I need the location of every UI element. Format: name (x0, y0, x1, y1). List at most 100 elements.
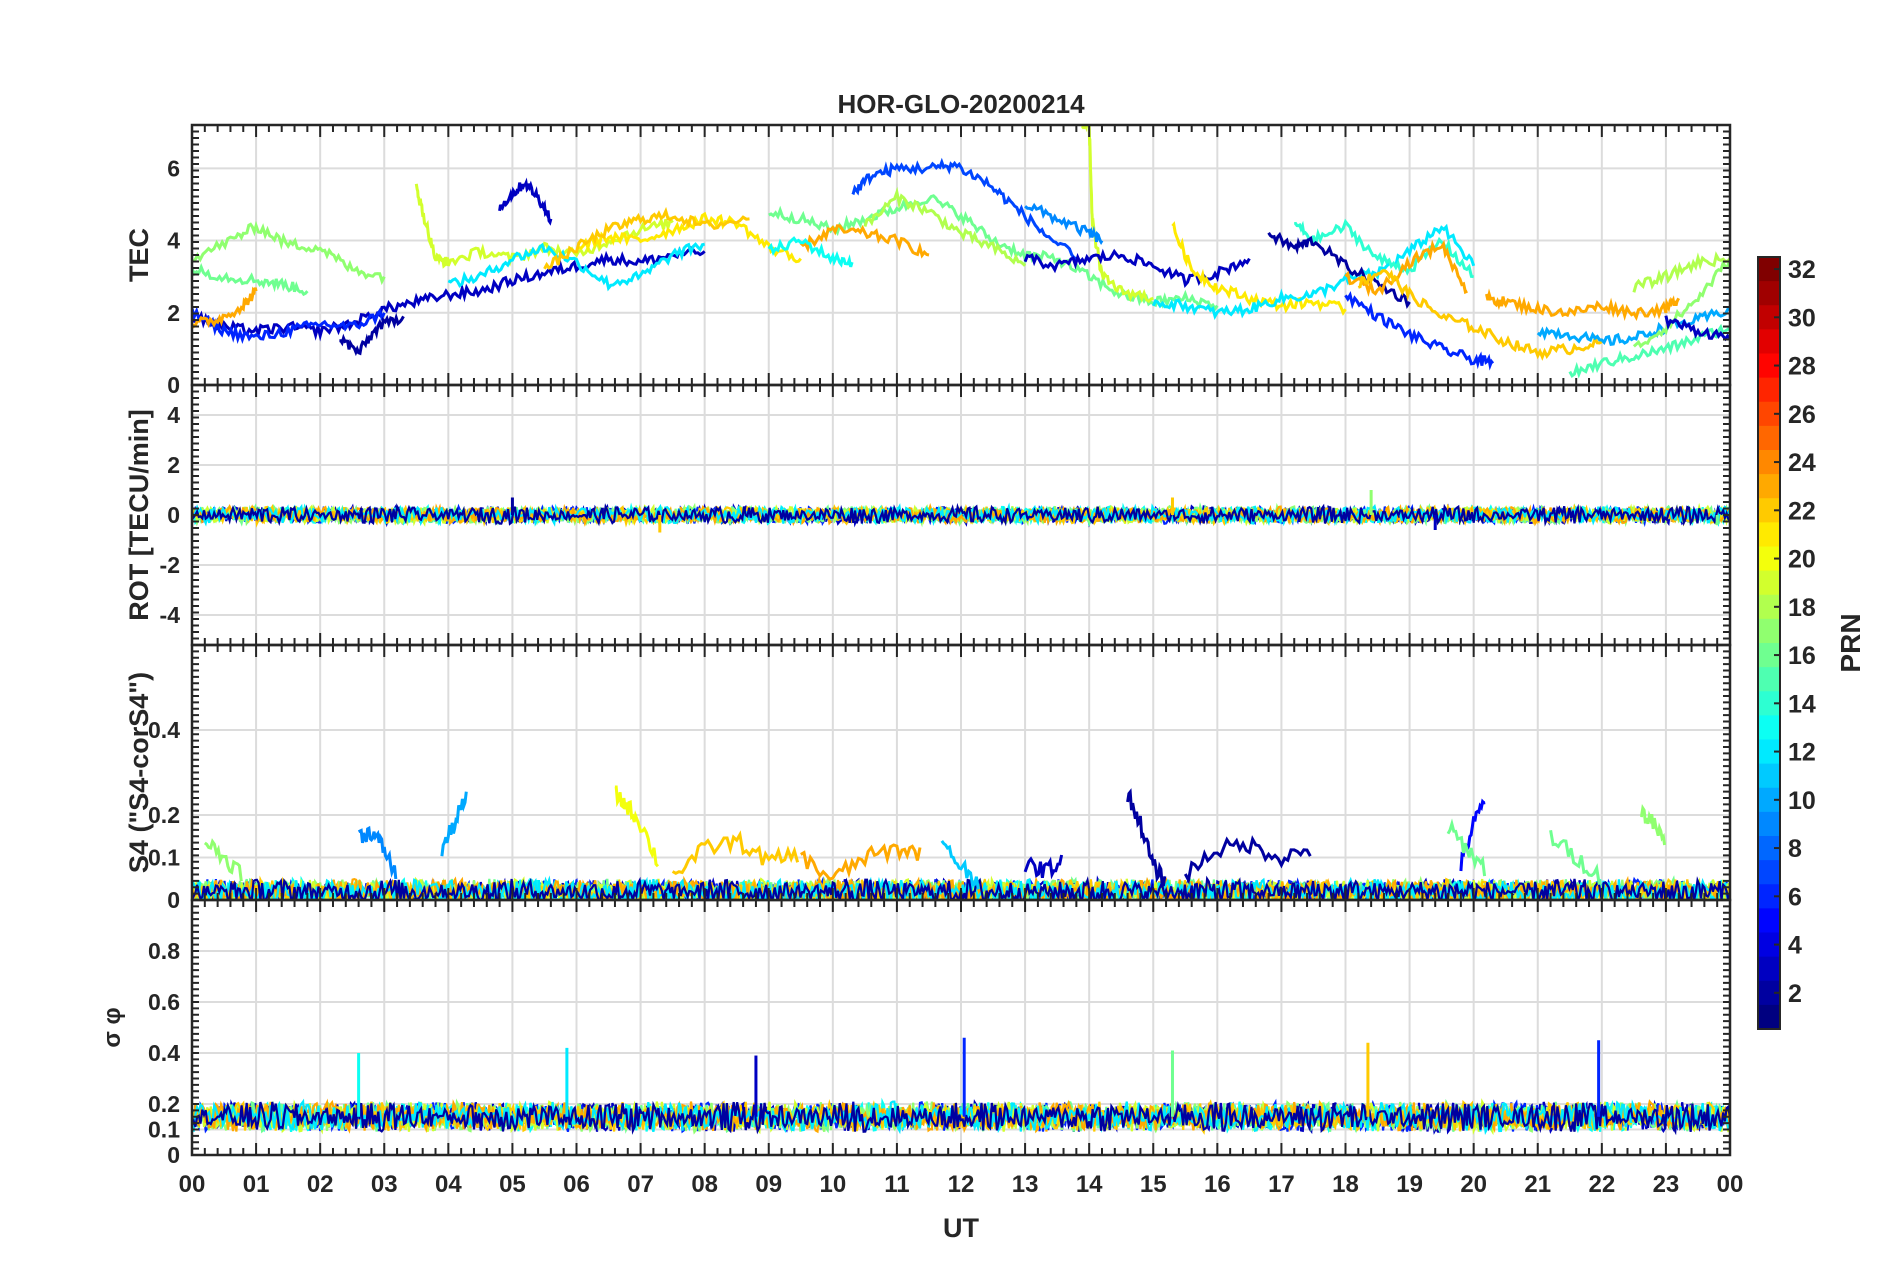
tec-series-prn-21 (1171, 221, 1347, 316)
tec-series-prn-14 (1293, 218, 1474, 279)
colorbar-segment (1758, 377, 1780, 403)
x-tick-label: 23 (1653, 1171, 1680, 1198)
colorbar-tick-label: 28 (1788, 353, 1816, 381)
tec-series-prn-3 (498, 177, 553, 226)
colorbar-tick-label: 12 (1788, 739, 1816, 767)
y-tick-label: 4 (167, 402, 180, 428)
tec-series-prn-17 (192, 220, 386, 286)
y-tick-label: 0.1 (148, 845, 180, 871)
colorbar-tick-label: 20 (1788, 546, 1816, 574)
x-tick-label: 18 (1332, 1171, 1359, 1198)
tec-series-prn-19 (1081, 125, 1154, 304)
y-axis-label: ROT [TECU/min] (124, 409, 154, 620)
colorbar-tick-label: 32 (1788, 256, 1816, 284)
x-tick-label: 20 (1460, 1171, 1487, 1198)
x-tick-label: 17 (1268, 1171, 1295, 1198)
colorbar-segment (1758, 715, 1780, 740)
colorbar-segment (1758, 257, 1780, 282)
colorbar-segment (1758, 546, 1780, 572)
y-tick-label: 0.6 (148, 989, 180, 1015)
colorbar-segment (1758, 353, 1780, 379)
tec-series-prn-13 (767, 236, 854, 268)
x-tick-label: 07 (627, 1171, 654, 1198)
s4-event-prn-2 (1183, 835, 1312, 885)
tec-series-prn-16 (192, 263, 309, 297)
x-tick-label: 22 (1588, 1171, 1615, 1198)
tec-series-prn-2 (339, 312, 405, 357)
x-tick-label: 02 (307, 1171, 334, 1198)
chart-title: HOR-GLO-20200214 (837, 89, 1085, 119)
y-tick-label: 0.4 (148, 717, 180, 743)
x-tick-label: 12 (948, 1171, 975, 1198)
colorbar-tick-label: 18 (1788, 594, 1816, 622)
x-tick-label: 16 (1204, 1171, 1231, 1198)
colorbar-tick-label: 26 (1788, 401, 1816, 429)
band-line (192, 502, 1730, 527)
tec-series-prn-22 (1357, 268, 1603, 361)
colorbar-frame (1757, 256, 1781, 1030)
colorbar-tick-label: 4 (1788, 932, 1802, 960)
tec-series-prn-23 (799, 224, 930, 259)
x-tick-label: 09 (755, 1171, 782, 1198)
tec-series-prn-6 (1344, 291, 1495, 371)
colorbar-segment (1758, 1004, 1780, 1030)
colorbar-segment (1758, 522, 1780, 547)
y-tick-label: 0 (167, 887, 180, 913)
y-tick-label: 0 (167, 1142, 180, 1168)
y-tick-label: 0.2 (148, 1091, 180, 1117)
s4-event-prn-9 (357, 825, 398, 880)
colorbar-segment (1758, 594, 1780, 620)
tec-series-prn-19 (414, 183, 674, 269)
x-tick-label: 13 (1012, 1171, 1039, 1198)
tec-series-prn-23 (1344, 239, 1468, 298)
colorbar-segment (1758, 667, 1780, 692)
colorbar-segment (1758, 884, 1780, 909)
colorbar-tick-label: 16 (1788, 642, 1816, 670)
colorbar-segment (1758, 980, 1780, 1006)
colorbar-tick-label: 14 (1788, 690, 1816, 718)
band-line (192, 1100, 1730, 1136)
tec-series-prn-3 (1664, 315, 1730, 342)
x-tick-label: 00 (1717, 1171, 1744, 1198)
tec-lines (192, 125, 1730, 379)
tec-series-prn-12 (1151, 223, 1476, 321)
x-tick-label: 06 (563, 1171, 590, 1198)
colorbar-segment (1758, 618, 1780, 644)
colorbar-segment (1758, 329, 1780, 354)
s4-event-prn-10 (440, 791, 468, 857)
colorbar-tick-label: 8 (1788, 835, 1802, 863)
y-tick-label: 0.1 (148, 1117, 180, 1143)
colorbar-tick-label: 10 (1788, 787, 1816, 815)
y-tick-label: 6 (167, 155, 180, 181)
tec-series-prn-3 (192, 246, 706, 342)
x-axis-label: UT (943, 1213, 979, 1243)
tec-series-prn-18 (863, 186, 1027, 267)
colorbar-segment (1758, 450, 1780, 475)
x-tick-label: 05 (499, 1171, 526, 1198)
colorbar-segment (1758, 498, 1780, 523)
s4-event-prn-3 (1023, 854, 1064, 880)
s4-event-prn-11 (940, 840, 980, 890)
y-tick-label: 0 (167, 372, 180, 398)
x-tick-label: 04 (435, 1171, 462, 1198)
tec-series-prn-2 (1267, 231, 1411, 310)
tec-series-prn-16 (768, 194, 1219, 312)
y-tick-label: 2 (167, 300, 180, 326)
y-axis-label: TEC (124, 228, 154, 282)
colorbar-segment (1758, 836, 1780, 861)
band-sigma (192, 1037, 1730, 1136)
tec-series-prn-7 (851, 157, 1077, 261)
colorbar-segment (1758, 691, 1780, 716)
tec-series-prn-22 (543, 206, 750, 270)
colorbar-segment (1758, 908, 1780, 933)
colorbar-segment (1758, 401, 1780, 427)
colorbar-tick-label: 2 (1788, 980, 1802, 1008)
colorbar-tick-label: 6 (1788, 883, 1802, 911)
y-tick-label: -2 (160, 552, 180, 578)
tec-series-prn-12 (447, 242, 706, 292)
colorbar-segment (1758, 474, 1780, 499)
y-axis-label: σ φ (99, 1007, 126, 1047)
x-tick-label: 19 (1396, 1171, 1423, 1198)
colorbar-segment (1758, 763, 1780, 789)
